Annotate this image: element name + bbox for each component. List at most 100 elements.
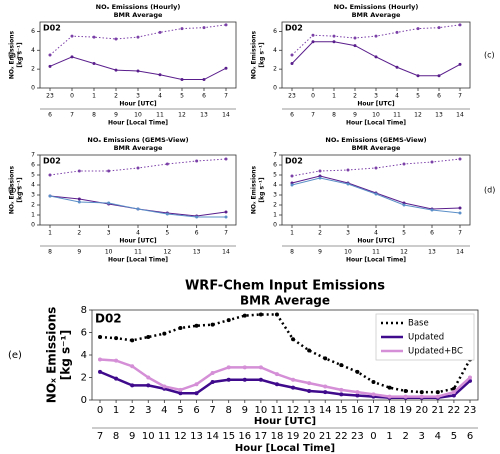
point: [339, 363, 344, 368]
x2-tick-label: 12: [178, 112, 186, 119]
point: [371, 380, 376, 384]
y-tick-label: 6: [31, 162, 35, 169]
point: [355, 390, 360, 395]
point: [226, 365, 231, 370]
point: [165, 162, 169, 166]
x-tick-label: 2: [114, 93, 118, 100]
x-tick-label: 4: [395, 93, 399, 100]
x2-tick-label: 2: [402, 431, 408, 442]
point: [318, 176, 322, 180]
annotation: D02: [43, 157, 61, 166]
x2-tick-label: 11: [372, 249, 380, 256]
x-tick-label: 3: [145, 405, 151, 416]
x-tick-label: 2: [318, 230, 322, 237]
x-tick-label: 5: [165, 230, 169, 237]
point: [374, 192, 378, 196]
x2-tick-label: 23: [351, 431, 364, 442]
chart-subtitle: BMR Average: [114, 11, 163, 19]
point: [311, 40, 315, 44]
point: [136, 69, 140, 73]
point: [178, 391, 183, 396]
point: [291, 385, 296, 390]
panel-label: (a): [8, 51, 19, 60]
x-tick-label: 16: [351, 405, 364, 416]
x-tick-label: 6: [202, 93, 206, 100]
x-tick-label: 22: [448, 405, 461, 416]
point: [146, 375, 151, 380]
point: [210, 380, 215, 384]
point: [355, 369, 360, 374]
point: [403, 394, 408, 399]
x-tick-label: 5: [402, 230, 406, 237]
point: [468, 375, 472, 380]
y-tick-label: 0: [273, 85, 277, 92]
x-tick-label: 21: [431, 405, 444, 416]
chart-title: NOₓ Emissions (Hourly): [96, 3, 181, 11]
point: [146, 383, 151, 388]
x2-tick-label: 11: [134, 249, 142, 256]
x2-tick-label: 9: [129, 431, 135, 442]
series-line: [99, 313, 472, 394]
point: [374, 34, 378, 38]
point: [92, 61, 96, 65]
point: [114, 376, 119, 381]
point: [435, 390, 440, 395]
point: [311, 33, 315, 37]
x-tick-label: 11: [271, 405, 284, 416]
x-tick-label: 5: [416, 93, 420, 100]
y-tick-label: 0: [31, 85, 35, 92]
y-tick-label: 4: [31, 47, 35, 54]
x2-tick-label: 12: [400, 249, 408, 256]
x-tick-label: 4: [161, 405, 167, 416]
x2-tick-label: 7: [97, 431, 103, 442]
x2-tick-label: 9: [77, 249, 81, 256]
point: [403, 389, 408, 393]
point: [202, 78, 206, 82]
panel-label: (d): [484, 186, 495, 195]
x2-tick-label: 12: [174, 431, 187, 442]
y-tick-label: 7: [273, 152, 277, 159]
x-tick-label: 3: [136, 93, 140, 100]
point: [402, 203, 406, 207]
point: [242, 365, 247, 370]
point: [451, 393, 456, 398]
point: [451, 390, 456, 395]
point: [332, 34, 336, 38]
point: [180, 78, 184, 82]
series-line: [99, 358, 471, 398]
x-axis-label: Hour [UTC]: [119, 101, 157, 108]
x2-tick-label: 11: [156, 112, 164, 119]
x-tick-label: 7: [224, 230, 228, 237]
point: [274, 382, 279, 387]
x-axis-label: Hour [UTC]: [357, 101, 395, 108]
point: [48, 173, 52, 177]
x2-tick-label: 22: [335, 431, 348, 442]
point: [70, 34, 74, 38]
point: [98, 335, 102, 339]
point: [318, 169, 322, 173]
point: [194, 382, 199, 387]
point: [195, 159, 199, 163]
x-tick-label: 8: [226, 405, 232, 416]
y-tick-label: 0: [273, 222, 277, 229]
x-tick-label: 20: [415, 405, 428, 416]
x-tick-label: 1: [48, 230, 52, 237]
point: [98, 369, 102, 374]
point: [98, 357, 102, 362]
x-tick-label: 15: [335, 405, 348, 416]
x2-tick-label: 0: [370, 431, 376, 442]
x-tick-label: 14: [319, 405, 332, 416]
point: [290, 53, 294, 57]
point: [458, 23, 462, 27]
y-tick-label: 4: [31, 182, 35, 189]
x2-tick-label: 13: [200, 112, 208, 119]
point: [226, 377, 231, 382]
plot-frame: [281, 154, 471, 226]
point: [77, 197, 81, 201]
chart-title: WRF-Chem Input Emissions: [185, 279, 385, 294]
y-tick-label: 4: [273, 182, 277, 189]
y-axis-label: NOₓ Emissions: [9, 30, 16, 79]
y-tick-label: 3: [273, 192, 277, 199]
x2-axis-label: Hour [Local Time]: [235, 443, 335, 454]
